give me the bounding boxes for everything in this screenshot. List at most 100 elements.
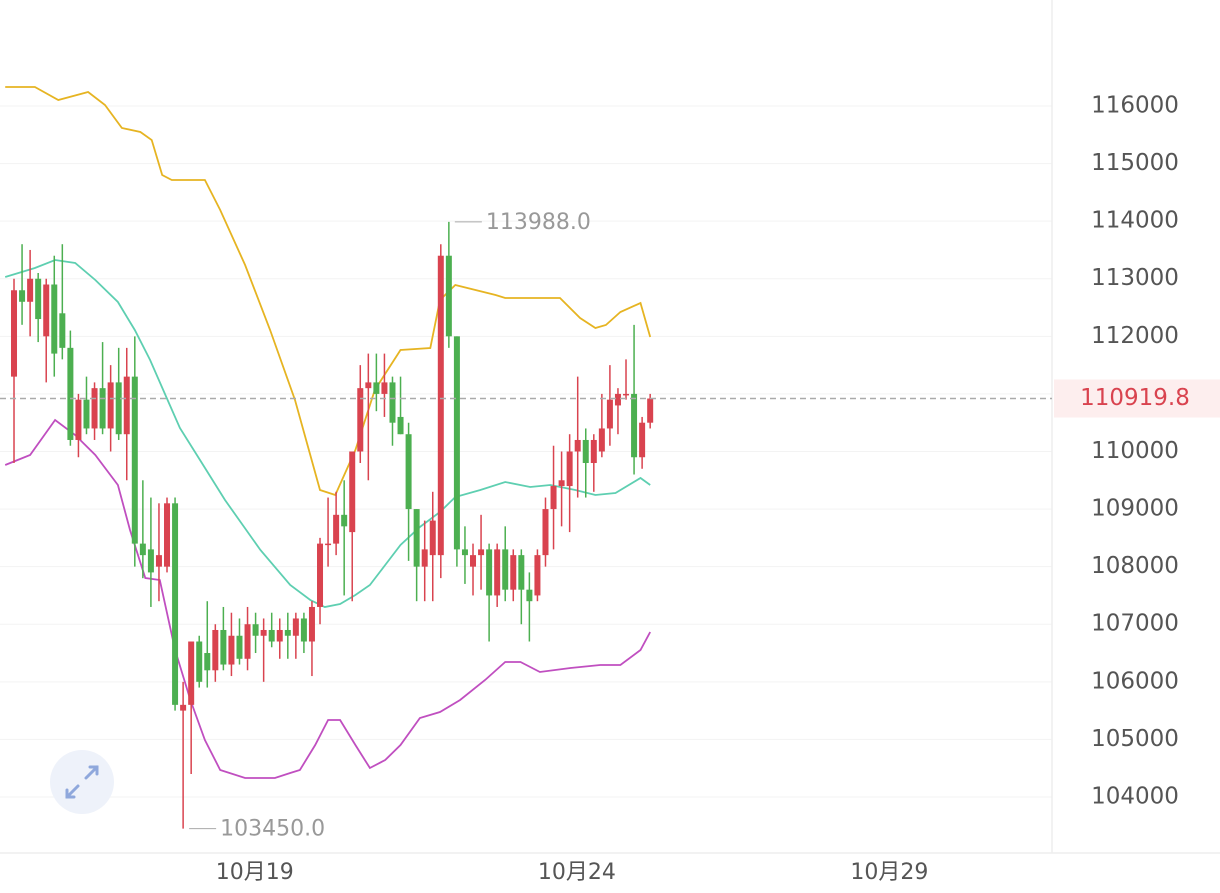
candle-body: [333, 514, 340, 544]
candle-body: [623, 393, 630, 396]
candle-body: [268, 629, 275, 642]
expand-button[interactable]: [50, 750, 114, 814]
candle-body: [27, 278, 34, 302]
candle-body: [389, 382, 396, 423]
candle-body: [236, 635, 243, 659]
candle-body: [502, 549, 509, 590]
candle-body: [43, 284, 50, 337]
extreme-label: 113988.0: [486, 210, 591, 235]
candle-body: [59, 313, 66, 348]
candle-body: [606, 399, 613, 429]
y-tick-label: 106000: [1091, 668, 1179, 694]
axes: 104000 105000 106000 107000 108000 109000 1100…: [0, 93, 1220, 885]
candle-body: [582, 439, 589, 464]
candle-body: [614, 393, 621, 406]
candle-body: [373, 382, 380, 394]
candle-body: [123, 376, 130, 435]
candle-body: [574, 439, 581, 452]
candle-body: [196, 641, 203, 682]
candle-body: [357, 388, 364, 452]
candle-body: [292, 618, 299, 636]
button-bg: [50, 750, 114, 814]
candle-body: [341, 514, 348, 527]
candle-body: [518, 555, 525, 590]
candle-body: [421, 549, 428, 567]
band-line: [4, 259, 651, 608]
candle-body: [35, 278, 42, 320]
y-tick-label: 116000: [1091, 93, 1179, 119]
candle-body: [115, 382, 122, 435]
candle-body: [155, 555, 162, 567]
x-tick-label: 10月29: [850, 860, 928, 885]
candle-body: [558, 480, 565, 487]
candle-body: [405, 434, 412, 510]
candle-body: [172, 503, 179, 705]
candle-body: [276, 629, 283, 642]
candle-body: [107, 382, 114, 429]
y-tick-label: 104000: [1091, 783, 1179, 809]
candle-body: [413, 509, 420, 567]
candle-body: [397, 416, 404, 435]
y-tick-label: 110000: [1091, 438, 1179, 464]
y-tick-label: 109000: [1091, 496, 1179, 522]
candle-body: [429, 520, 436, 556]
band-line: [4, 418, 651, 779]
y-tick-label: 114000: [1091, 208, 1179, 234]
candle-body: [252, 624, 259, 636]
y-tick-label: 113000: [1091, 265, 1179, 291]
candle-body: [19, 290, 26, 302]
candle-body: [188, 641, 195, 705]
candle-body: [461, 549, 468, 556]
candle-body: [365, 382, 372, 389]
candle-body: [91, 388, 98, 429]
candle-body: [349, 451, 356, 533]
candle-body: [494, 549, 501, 596]
candle-body: [11, 290, 18, 377]
candle-body: [550, 486, 557, 510]
y-tick-label: 115000: [1091, 150, 1179, 176]
y-tick-label: 107000: [1091, 611, 1179, 637]
candle-body: [228, 635, 235, 665]
candle-body: [67, 347, 74, 440]
candle-body: [180, 704, 187, 711]
y-tick-label: 108000: [1091, 553, 1179, 579]
candle-body: [131, 376, 138, 544]
candle-body: [300, 618, 307, 642]
x-tick-label: 10月24: [538, 860, 616, 885]
candle-body: [220, 629, 227, 665]
y-tick-label: 112000: [1091, 323, 1179, 349]
band-line: [5, 86, 652, 497]
candle-body: [51, 284, 58, 354]
last-price-bg: [1054, 379, 1220, 418]
candle-body: [470, 555, 477, 567]
candle-body: [437, 255, 444, 556]
candle-body: [647, 398, 654, 423]
candle-body: [566, 451, 573, 487]
candle-body: [212, 629, 219, 671]
candles: [11, 221, 654, 829]
last-price-label: 110919.8: [1080, 385, 1190, 411]
expand-icon: [65, 765, 99, 799]
candle-body: [147, 549, 154, 573]
candle-body: [381, 382, 388, 394]
candle-body: [164, 503, 171, 567]
candle-body: [75, 399, 82, 440]
candle-body: [486, 549, 493, 596]
candle-body: [284, 629, 291, 636]
candle-body: [453, 336, 460, 550]
bands: [4, 86, 652, 779]
candle-body: [631, 393, 638, 458]
candle-body: [260, 629, 267, 636]
y-tick-label: 105000: [1091, 726, 1179, 752]
candle-body: [317, 543, 324, 607]
candle-body: [244, 624, 251, 659]
candle-body: [534, 555, 541, 596]
candle-body: [308, 606, 315, 642]
candle-body: [598, 428, 605, 452]
candle-body: [478, 549, 485, 556]
candle-body: [83, 399, 90, 429]
candle-body: [526, 589, 533, 602]
candle-body: [510, 555, 517, 590]
